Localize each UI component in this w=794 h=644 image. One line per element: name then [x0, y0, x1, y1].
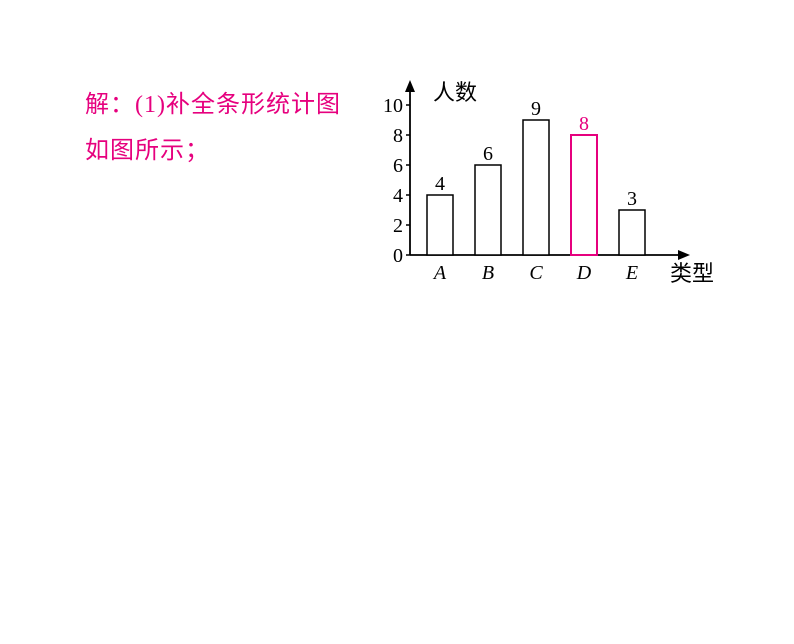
svg-text:E: E [625, 262, 638, 284]
svg-text:9: 9 [531, 98, 541, 120]
svg-text:6: 6 [483, 143, 493, 165]
category-labels: A B C D E [432, 262, 638, 284]
svg-text:A: A [432, 262, 447, 284]
svg-text:C: C [529, 262, 543, 284]
bar-D [571, 135, 597, 255]
y-axis-label: 人数 [433, 80, 477, 105]
bars [427, 120, 645, 255]
bar-E [619, 210, 645, 255]
svg-text:4: 4 [435, 173, 445, 195]
svg-text:10: 10 [383, 95, 403, 117]
svg-text:6: 6 [393, 155, 403, 177]
bar-B [475, 165, 501, 255]
svg-text:4: 4 [393, 185, 403, 207]
svg-text:3: 3 [627, 188, 637, 210]
svg-text:B: B [482, 262, 494, 284]
bar-C [523, 120, 549, 255]
bar-A [427, 195, 453, 255]
solution-text: 解：(1)补全条形统计图如图所示； [85, 83, 345, 174]
bar-chart: 人数 类型 0 2 4 6 8 10 4 6 9 8 3 A B C D [375, 75, 715, 295]
x-axis-label: 类型 [670, 261, 714, 286]
svg-text:0: 0 [393, 245, 403, 267]
y-axis [405, 80, 415, 255]
y-ticks: 0 2 4 6 8 10 [383, 95, 410, 267]
svg-text:2: 2 [393, 215, 403, 237]
svg-text:8: 8 [579, 113, 589, 135]
svg-text:8: 8 [393, 125, 403, 147]
svg-text:D: D [576, 262, 592, 284]
